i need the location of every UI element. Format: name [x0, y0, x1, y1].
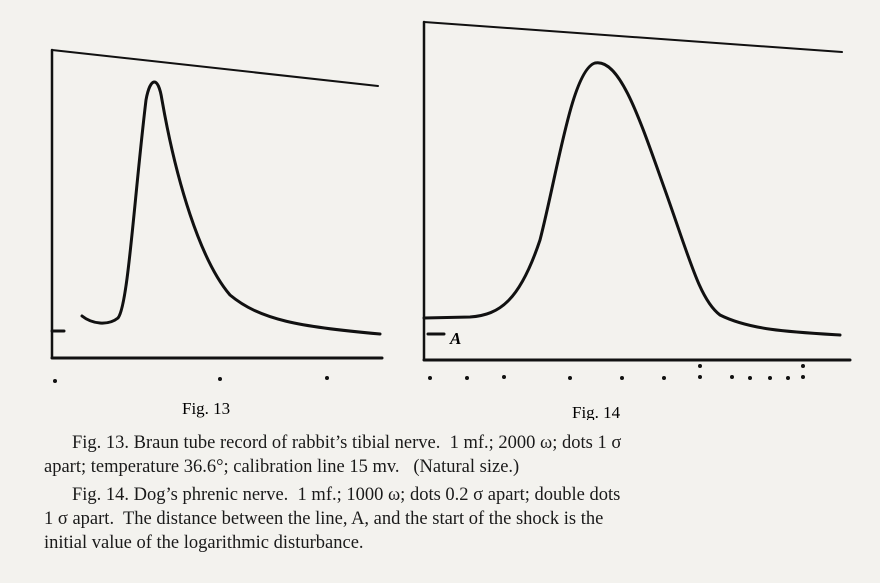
fig-14-trace — [422, 20, 852, 380]
caption-line: 1 σ apart. The distance between the line… — [44, 509, 604, 529]
figure-label: Fig. 14 — [572, 403, 621, 420]
caption-line: initial value of the logarithmic disturb… — [44, 533, 364, 553]
caption-line: Fig. 14. Dog’s phrenic nerve. 1 mf.; 100… — [72, 485, 621, 505]
figure-label: Fig. 13 — [182, 399, 230, 418]
figure-drawings: A Fig. 13 Fig. 14 — [50, 20, 852, 420]
line-label: A — [449, 329, 461, 348]
fig-13-trace — [50, 48, 384, 383]
caption-line: apart; temperature 36.6°; calibration li… — [44, 457, 520, 477]
caption-line: Fig. 13. Braun tube record of rabbit’s t… — [72, 433, 622, 453]
